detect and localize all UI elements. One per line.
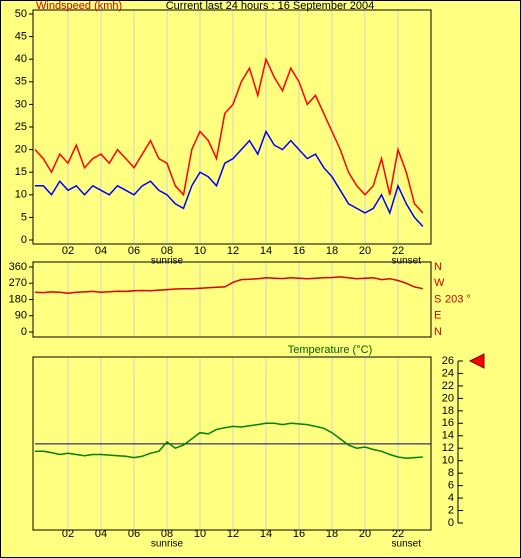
annotation: sunrise <box>151 539 184 550</box>
y-tick-label: 360 <box>9 261 27 273</box>
x-tick-label: 16 <box>293 245 305 257</box>
plot-frame <box>32 261 432 338</box>
y-tick-label: 20 <box>442 392 454 404</box>
y-tick-label: 35 <box>15 76 27 88</box>
x-tick-label: 06 <box>128 245 140 257</box>
y-tick-label: 15 <box>15 166 27 178</box>
chart-title: Temperature (°C) <box>288 344 372 356</box>
x-tick-label: 18 <box>326 245 338 257</box>
y2-tick-label: N <box>434 326 442 338</box>
y-tick-label: 2 <box>448 504 454 516</box>
y-tick-label: 270 <box>9 277 27 289</box>
data-line <box>35 129 424 227</box>
y-tick-label: 30 <box>15 98 27 110</box>
y-tick-label: 0 <box>21 326 27 338</box>
x-tick-label: 14 <box>260 245 272 257</box>
x-tick-label: 04 <box>95 528 107 540</box>
x-tick-label: 08 <box>161 528 173 540</box>
x-tick-label: 04 <box>95 245 107 257</box>
x-tick-label: 16 <box>293 528 305 540</box>
y-tick-label: 90 <box>15 310 27 322</box>
data-line <box>35 422 423 459</box>
chart-title: Current last 24 hours : 16 September 200… <box>166 0 375 12</box>
y-tick-label: 0 <box>21 234 27 246</box>
y-tick-label: 26 <box>442 355 454 367</box>
y-tick-label: 12 <box>442 442 454 454</box>
y-tick-label: 25 <box>15 121 27 133</box>
y-tick-label: 40 <box>15 53 27 65</box>
current-value: 203 ° <box>445 293 471 305</box>
y2-tick-label: E <box>434 310 441 322</box>
y-tick-label: 0 <box>448 517 454 529</box>
y-tick-label: 8 <box>448 467 454 479</box>
x-tick-label: 02 <box>62 528 74 540</box>
y-tick-label: 24 <box>442 367 454 379</box>
y-tick-label: 45 <box>15 31 27 43</box>
x-tick-label: 22 <box>392 528 404 540</box>
data-line <box>34 276 423 294</box>
y-tick-label: 16 <box>442 417 454 429</box>
x-tick-label: 20 <box>359 245 371 257</box>
y-tick-label: 18 <box>442 405 454 417</box>
data-line <box>34 56 424 214</box>
y-tick-label: 22 <box>442 380 454 392</box>
x-tick-label: 08 <box>161 245 173 257</box>
y2-tick-label: W <box>434 277 445 289</box>
y2-tick-label: S <box>434 293 441 305</box>
annotation: sunrise <box>151 256 184 267</box>
y-tick-label: 5 <box>21 211 27 223</box>
annotation: sunset <box>392 256 422 267</box>
y-tick-label: 20 <box>15 144 27 156</box>
y-tick-label: 180 <box>9 293 27 305</box>
y-tick-label: 10 <box>442 455 454 467</box>
x-tick-label: 14 <box>260 528 272 540</box>
x-tick-label: 20 <box>359 528 371 540</box>
x-tick-label: 22 <box>392 245 404 257</box>
y-tick-label: 4 <box>448 492 454 504</box>
annotation: sunset <box>392 539 422 550</box>
x-tick-label: 10 <box>194 245 206 257</box>
y-tick-label: 14 <box>442 430 454 442</box>
y-tick-label: 50 <box>15 8 27 20</box>
x-tick-label: 18 <box>326 528 338 540</box>
x-tick-label: 02 <box>62 245 74 257</box>
y-tick-label: 10 <box>15 189 27 201</box>
x-tick-label: 12 <box>227 528 239 540</box>
x-tick-label: 12 <box>227 245 239 257</box>
x-tick-label: 10 <box>194 528 206 540</box>
y-axis-title: Windspeed (kmh) <box>36 0 122 12</box>
y2-tick-label: N <box>434 261 442 273</box>
x-tick-label: 06 <box>128 528 140 540</box>
y-tick-label: 6 <box>448 480 454 492</box>
current-pointer <box>468 353 485 369</box>
